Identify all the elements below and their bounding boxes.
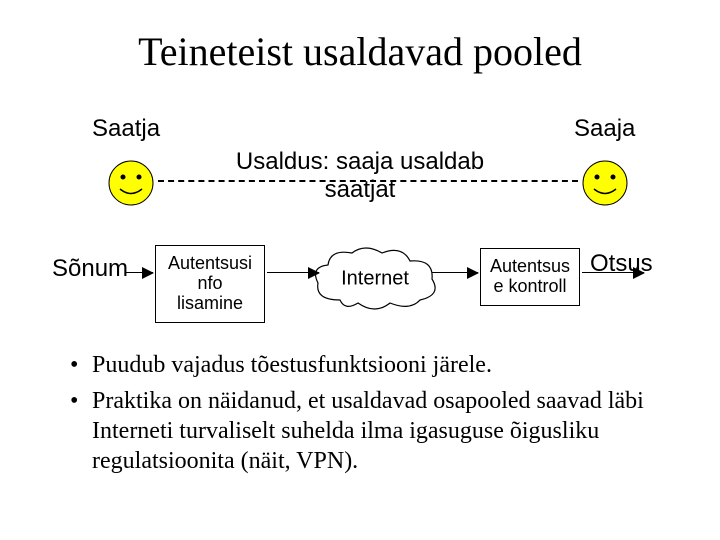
- message-label: Sõnum: [52, 255, 128, 283]
- bullet-text-2: Praktika on näidanud, et usaldavad osapo…: [92, 386, 670, 476]
- arrow-message-to-authadd: [125, 272, 153, 273]
- auth-add-line3: lisamine: [177, 293, 243, 313]
- auth-add-line2: nfo: [197, 273, 222, 293]
- auth-check-line1: Autentsus: [490, 256, 570, 276]
- trust-dashed-line: [158, 180, 578, 182]
- receiver-smiley-icon: [582, 160, 628, 206]
- auth-check-line2: e kontroll: [493, 276, 566, 296]
- bullet-text-1: Puudub vajadus tõestusfunktsiooni järele…: [92, 350, 670, 380]
- internet-label: Internet: [310, 267, 440, 290]
- page-title: Teineteist usaldavad pooled: [0, 28, 720, 75]
- auth-add-box: Autentsusi nfo lisamine: [155, 245, 265, 323]
- auth-check-box: Autentsus e kontroll: [480, 248, 580, 306]
- auth-add-line1: Autentsusi: [168, 253, 252, 273]
- arrow-authcheck-to-decision: [582, 272, 644, 273]
- bullet-item-2: • Praktika on näidanud, et usaldavad osa…: [70, 386, 670, 476]
- sender-label: Saatja: [92, 115, 160, 143]
- bullet-dot-icon: •: [70, 386, 92, 476]
- arrow-internet-to-authcheck: [432, 272, 478, 273]
- internet-cloud: Internet: [310, 245, 440, 315]
- slide-root: Teineteist usaldavad pooled Saatja Saaja…: [0, 0, 720, 540]
- trust-line-1: Usaldus: saaja usaldab: [236, 148, 484, 175]
- bullet-dot-icon: •: [70, 350, 92, 380]
- bullet-list: • Puudub vajadus tõestusfunktsiooni järe…: [70, 350, 670, 482]
- bullet-item-1: • Puudub vajadus tõestusfunktsiooni järe…: [70, 350, 670, 380]
- arrow-authadd-to-internet: [267, 272, 319, 273]
- receiver-label: Saaja: [574, 115, 635, 143]
- sender-smiley-icon: [108, 160, 154, 206]
